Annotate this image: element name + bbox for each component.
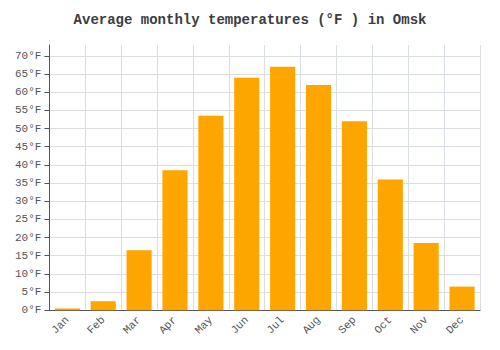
svg-text:Nov: Nov [408, 314, 431, 337]
svg-text:35°F: 35°F [15, 177, 41, 189]
svg-text:25°F: 25°F [15, 213, 41, 225]
svg-text:10°F: 10°F [15, 268, 41, 280]
svg-text:Average monthly temperatures (: Average monthly temperatures (°F ) in Om… [74, 12, 427, 28]
svg-text:20°F: 20°F [15, 232, 41, 244]
svg-text:Aug: Aug [300, 314, 322, 336]
svg-text:Oct: Oct [372, 314, 394, 336]
svg-text:30°F: 30°F [15, 195, 41, 207]
svg-text:Jan: Jan [49, 314, 71, 336]
svg-text:Mar: Mar [121, 314, 143, 336]
svg-text:50°F: 50°F [15, 123, 41, 135]
svg-text:5°F: 5°F [22, 286, 42, 298]
svg-text:Jul: Jul [264, 314, 286, 336]
svg-text:15°F: 15°F [15, 250, 41, 262]
svg-text:Jun: Jun [229, 314, 251, 336]
svg-text:Feb: Feb [85, 314, 107, 336]
svg-text:55°F: 55°F [15, 104, 41, 116]
svg-text:0°F: 0°F [22, 304, 42, 316]
svg-text:40°F: 40°F [15, 159, 41, 171]
svg-text:Apr: Apr [157, 314, 179, 336]
svg-text:70°F: 70°F [15, 50, 41, 62]
svg-text:45°F: 45°F [15, 141, 41, 153]
svg-text:May: May [193, 314, 216, 337]
svg-text:60°F: 60°F [15, 86, 41, 98]
svg-text:65°F: 65°F [15, 68, 41, 80]
svg-text:Sep: Sep [336, 314, 358, 336]
svg-text:Dec: Dec [444, 314, 466, 336]
